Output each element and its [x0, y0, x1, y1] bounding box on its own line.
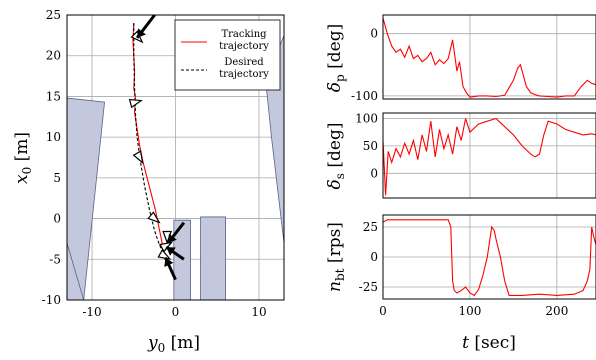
obstacle-polygon	[67, 242, 85, 300]
legend-entry-desired-line2: trajectory	[219, 69, 269, 80]
legend-entry-tracking-line2: trajectory	[219, 41, 269, 52]
delta-p-frame	[382, 14, 596, 100]
series-line	[383, 117, 596, 196]
y-tick-label: 10	[46, 130, 61, 144]
obstacle-polygon	[173, 219, 191, 300]
y-tick-label: -25	[359, 280, 378, 294]
time-xlabel: t [sec]	[462, 333, 516, 353]
delta-p-series	[383, 17, 596, 98]
delta-s-series	[383, 117, 596, 196]
svg-text:δp [deg]: δp [deg]	[325, 24, 347, 92]
ship-markers	[128, 30, 174, 260]
trajectory-xlabel: y0 [m]	[147, 333, 200, 355]
x-tick-label: 0	[172, 305, 180, 319]
y-tick-label: 5	[53, 171, 61, 185]
obstacle-polygon	[67, 97, 105, 300]
y-tick-label: 0	[370, 250, 378, 264]
delta-s-tick-labels: 0 50 100	[355, 111, 378, 180]
force-arrow-head	[137, 28, 146, 38]
series-line	[383, 17, 596, 98]
x-tick-label: -10	[82, 305, 101, 319]
y-tick-label: 50	[363, 139, 378, 153]
svg-text:x0 [m]: x0 [m]	[12, 132, 34, 184]
delta-p-plot: -100 0 δp [deg]	[325, 14, 596, 103]
x-tick-label: 10	[251, 305, 266, 319]
legend-entry-desired-line1: Desired	[224, 57, 264, 68]
force-arrow-head	[164, 257, 174, 268]
delta-p-ylabel: δp [deg]	[325, 24, 347, 92]
y-tick-label: 15	[46, 89, 61, 103]
x-tick-label: 100	[458, 304, 481, 318]
obstacle-polygon	[200, 216, 226, 300]
y-tick-label: 0	[53, 212, 61, 226]
ship-marker	[132, 150, 144, 165]
y-tick-label: 0	[370, 27, 378, 41]
delta-s-ylabel: δs [deg]	[325, 123, 347, 190]
ship-marker	[147, 211, 161, 224]
force-arrow-head	[166, 247, 176, 256]
series-line	[383, 219, 596, 297]
legend-entry-tracking-line1: Tracking	[221, 29, 267, 40]
y-tick-label: -5	[49, 252, 61, 266]
legend: Tracking trajectory Desired trajectory	[174, 19, 281, 91]
legend-box	[174, 19, 281, 91]
x-tick-label: 0	[379, 304, 387, 318]
n-bt-frame	[382, 214, 596, 300]
delta-s-grid	[382, 113, 596, 198]
ship-marker	[128, 98, 143, 109]
svg-text:nbt [rps]: nbt [rps]	[325, 222, 347, 292]
n-bt-series	[383, 219, 596, 297]
trajectory-plot-frame	[66, 14, 285, 301]
ship-marker	[157, 249, 172, 260]
svg-text:y0 [m]: y0 [m]	[147, 333, 200, 355]
y-tick-label: 20	[46, 49, 61, 63]
delta-s-frame	[382, 112, 596, 199]
y-tick-label: 25	[363, 220, 378, 234]
x-tick-label: 200	[545, 304, 568, 318]
force-arrows	[135, 15, 186, 281]
y-tick-label: 25	[46, 8, 61, 22]
svg-text:t [sec]: t [sec]	[462, 333, 516, 353]
delta-s-plot: 0 50 100 δs [deg]	[325, 111, 596, 199]
force-arrow-head	[167, 233, 177, 243]
trajectory-tick-labels: -10 0 10 -10 -5 0 5 10 15 20 25	[42, 8, 267, 319]
svg-text:δs [deg]: δs [deg]	[325, 123, 347, 190]
y-tick-label: -10	[42, 293, 61, 307]
n-bt-grid	[382, 215, 596, 299]
trajectory-plot: -10 0 10 -10 -5 0 5 10 15 20 25 Tracking trajector…	[12, 8, 285, 355]
y-tick-label: 100	[355, 111, 378, 125]
delta-p-tick-labels: -100 0	[351, 27, 378, 103]
n-bt-ylabel: nbt [rps]	[325, 222, 347, 292]
trajectory-ylabel: x0 [m]	[12, 132, 34, 184]
y-tick-label: 0	[370, 166, 378, 180]
y-tick-label: -100	[351, 89, 378, 103]
